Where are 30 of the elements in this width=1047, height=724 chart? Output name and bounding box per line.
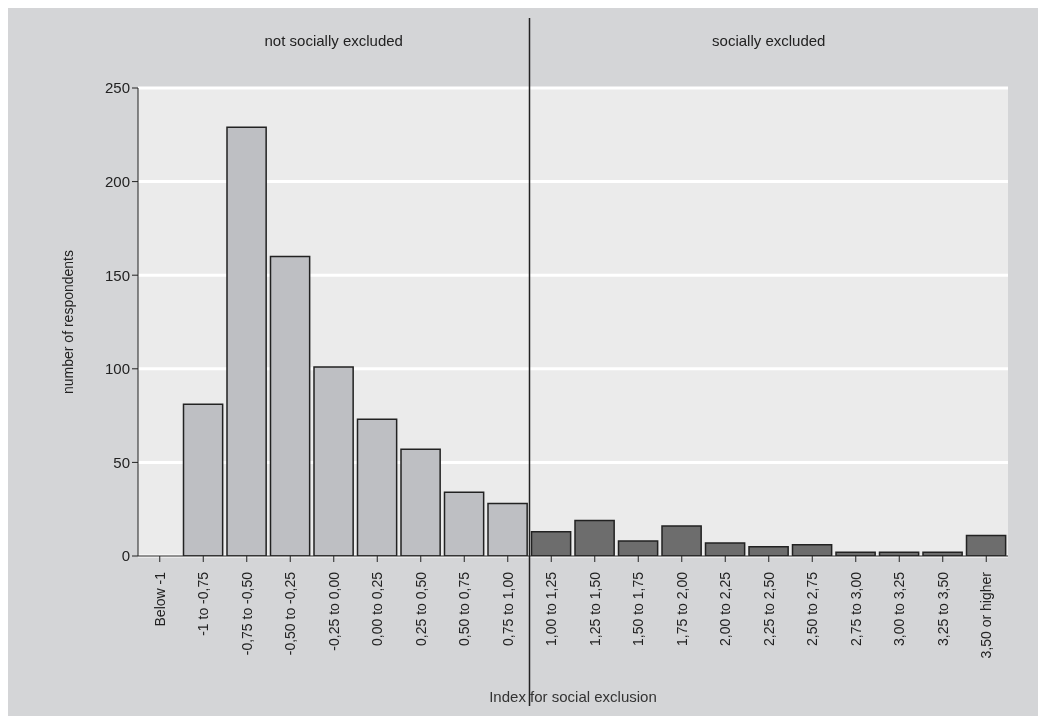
x-tick-label: 1,25 to 1,50 <box>586 571 603 646</box>
y-tick-label: 0 <box>121 547 130 565</box>
x-tick-label: -0,50 to -0,25 <box>282 571 299 656</box>
y-tick-label: 150 <box>104 266 130 284</box>
x-tick-label: 1,00 to 1,25 <box>543 571 560 646</box>
x-tick-label: 0,00 to 0,25 <box>369 571 386 646</box>
x-tick-label: -1 to -0,75 <box>195 571 212 636</box>
x-tick-label: 0,75 to 1,00 <box>499 571 516 646</box>
x-tick-label: 0,50 to 0,75 <box>456 571 473 646</box>
x-tick-label: 1,75 to 2,00 <box>673 571 690 646</box>
x-tick-label: 3,25 to 3,50 <box>934 571 951 646</box>
y-tick-label: 100 <box>104 360 130 378</box>
x-tick-label: 0,25 to 0,50 <box>412 571 429 646</box>
text: not socially excluded <box>264 32 403 49</box>
text: socially excluded <box>712 32 826 49</box>
x-axis-title: Index for social exclusion <box>489 688 657 705</box>
x-tick-label: 2,00 to 2,25 <box>717 571 734 646</box>
x-tick-label: -0,25 to 0,00 <box>325 571 342 651</box>
x-tick-label: 3,00 to 3,25 <box>891 571 908 646</box>
y-tick-label: 50 <box>113 453 130 471</box>
x-tick-label: 2,50 to 2,75 <box>804 571 821 646</box>
x-tick-label: -0,75 to -0,50 <box>238 571 255 656</box>
x-tick-label: 2,25 to 2,50 <box>760 571 777 646</box>
y-tick-label: 250 <box>104 79 130 97</box>
x-tick-label: 2,75 to 3,00 <box>847 571 864 646</box>
y-axis-title: number of respondents <box>59 250 76 394</box>
x-tick-label: 1,50 to 1,75 <box>630 571 647 646</box>
y-tick-label: 200 <box>104 172 130 190</box>
x-tick-label: 3,50 or higher <box>978 571 995 659</box>
x-tick-label: Below -1 <box>151 571 168 627</box>
